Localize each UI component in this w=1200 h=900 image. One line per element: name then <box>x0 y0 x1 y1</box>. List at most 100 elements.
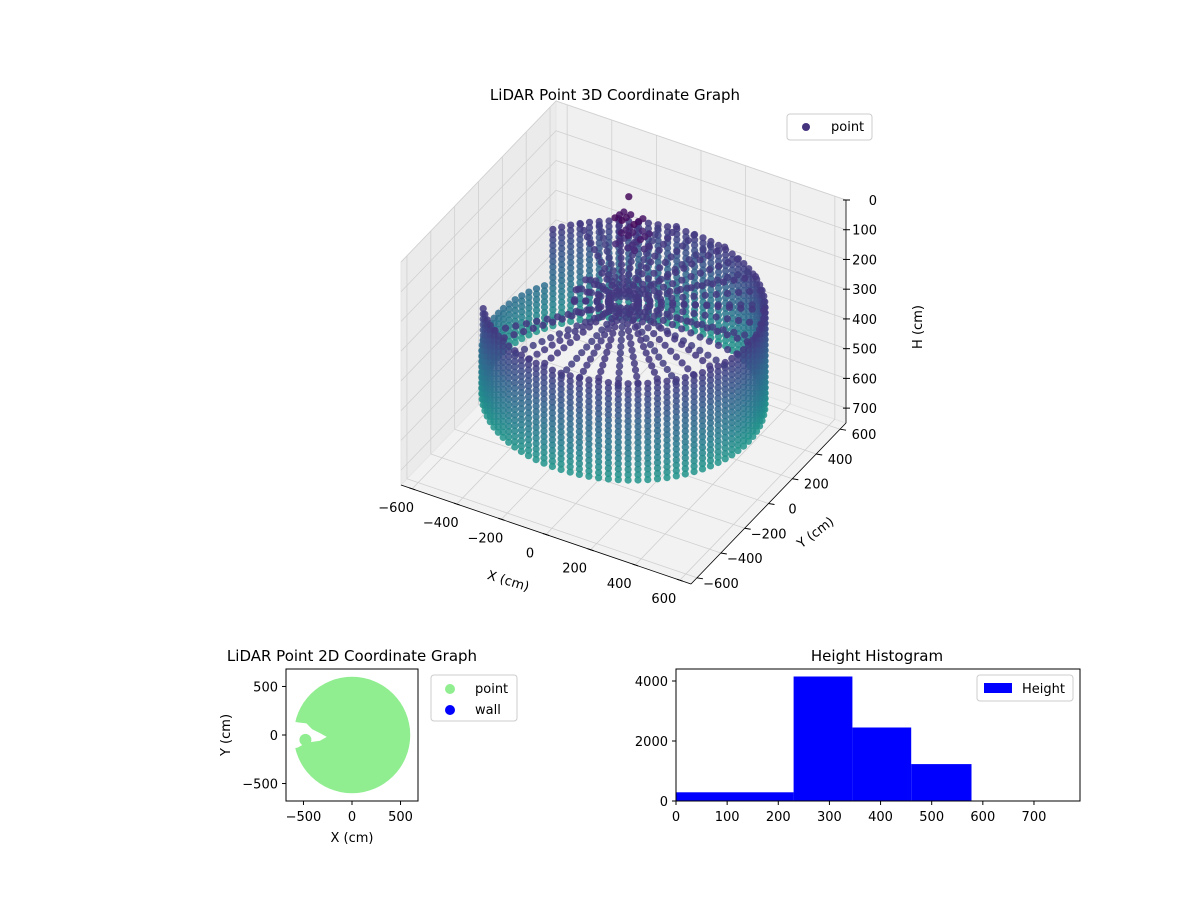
chart3d-point <box>690 231 698 239</box>
chart3d-point <box>644 459 652 468</box>
chart3d-point <box>655 277 663 285</box>
chart3d-z-tick-label: 400 <box>852 313 877 328</box>
chart3d-point <box>634 455 642 463</box>
chart3d-point <box>706 266 714 274</box>
chart3d-point <box>601 355 609 363</box>
chart3d-point <box>728 451 736 459</box>
chart3d-point <box>499 358 507 367</box>
chart3d-point <box>707 296 715 304</box>
chart3d-point <box>595 447 603 455</box>
chart3d-point <box>624 380 632 388</box>
chart3d-point <box>532 423 540 432</box>
chart3d-x-tick-label: 200 <box>562 562 587 577</box>
chart3d-gridline <box>555 130 847 231</box>
chart3d-point <box>653 475 662 483</box>
chart3d-point <box>499 337 507 345</box>
chart3d-point <box>685 346 693 354</box>
chart3d-y-tick <box>816 453 823 456</box>
chart3d-point <box>598 269 606 277</box>
chart2d-plot-area <box>286 676 411 794</box>
chart3d-point <box>624 471 632 479</box>
chart3d-point <box>707 259 715 267</box>
chart3d-point <box>663 474 671 482</box>
chart3d-point <box>637 336 645 344</box>
chart3d-point <box>714 322 723 330</box>
chart3d-point <box>548 393 557 401</box>
chart3d-z-tick-label: 600 <box>852 372 877 387</box>
hist-y-tick-label: 4000 <box>635 675 668 690</box>
chart3d-point <box>558 261 566 269</box>
chart3d-point <box>666 287 674 295</box>
chart3d-point <box>681 432 689 441</box>
chart3d-x-tick-label: 600 <box>651 592 676 607</box>
chart3d-point <box>499 433 507 441</box>
chart3d-point <box>690 292 698 300</box>
chart3d-point <box>733 255 741 263</box>
chart3d-point <box>681 465 689 473</box>
chart3d-point <box>548 462 557 471</box>
chart3d-point <box>734 404 742 412</box>
chart3d-point <box>728 370 736 379</box>
chart3d-point <box>566 441 574 449</box>
chart3d-point <box>549 258 557 266</box>
chart3d-point <box>595 426 603 434</box>
chart3d-point <box>759 306 768 314</box>
chart3d-point <box>517 399 526 407</box>
chart3d-point <box>532 311 541 320</box>
chart3d-point <box>604 459 613 467</box>
hist-x-tick-label: 200 <box>766 810 791 825</box>
chart3d-point <box>657 324 665 332</box>
chart3d-point <box>517 410 526 418</box>
chart3d-point <box>557 412 565 420</box>
chart3d-point <box>644 422 652 430</box>
chart3d-point <box>714 367 722 376</box>
chart3d-y-tick-label: 600 <box>852 428 877 443</box>
chart3d-point <box>678 340 686 348</box>
chart3d-point <box>712 247 721 255</box>
chart3d-point <box>567 285 575 293</box>
chart3d-point <box>760 315 768 323</box>
chart3d-point <box>739 415 748 423</box>
chart3d-point <box>540 384 548 392</box>
chart3d-point <box>617 260 626 269</box>
chart3d-point <box>690 377 698 385</box>
chart3d-point <box>728 376 736 384</box>
chart3d-point <box>597 258 606 266</box>
chart3d-point <box>728 424 736 432</box>
chart3d-point <box>698 422 707 430</box>
chart3d-point <box>752 331 761 339</box>
chart3d-point <box>490 327 498 335</box>
chart3d-point <box>619 280 627 288</box>
chart3d-point <box>728 341 736 349</box>
chart3d-point <box>663 431 671 439</box>
chart3d-point <box>739 356 748 364</box>
chart3d-point <box>540 438 548 446</box>
chart3d-point <box>672 467 680 475</box>
chart3d-point <box>524 425 533 433</box>
chart3d-gridline <box>555 160 847 260</box>
chart3d-point <box>604 389 613 397</box>
chart3d-point <box>604 395 613 403</box>
chart3d-point <box>653 384 662 392</box>
chart3d-point <box>650 312 658 320</box>
chart3d-point <box>548 371 557 380</box>
chart3d-legend: point <box>786 113 873 141</box>
chart3d-point <box>698 369 707 377</box>
chart3d-point <box>699 246 707 254</box>
chart3d-point <box>653 437 662 445</box>
chart3d-point <box>678 359 686 367</box>
chart3d-point <box>558 282 566 290</box>
chart3d-point <box>499 380 507 388</box>
chart3d-point <box>706 424 715 432</box>
chart3d-point <box>714 389 722 397</box>
chart3d-point <box>624 465 632 473</box>
chart3d-y-tick <box>792 478 799 481</box>
chart3d-point <box>607 260 615 268</box>
chart3d-y-tick <box>720 552 727 555</box>
chart3d-point <box>627 257 635 266</box>
chart3d-point <box>739 431 748 439</box>
chart3d-point <box>557 380 565 388</box>
chart3d-gridline <box>400 219 557 382</box>
chart3d-point <box>698 438 707 446</box>
height-histogram: Height Histogram 0 100 200 300 400 500 600 7000… <box>635 647 1081 825</box>
